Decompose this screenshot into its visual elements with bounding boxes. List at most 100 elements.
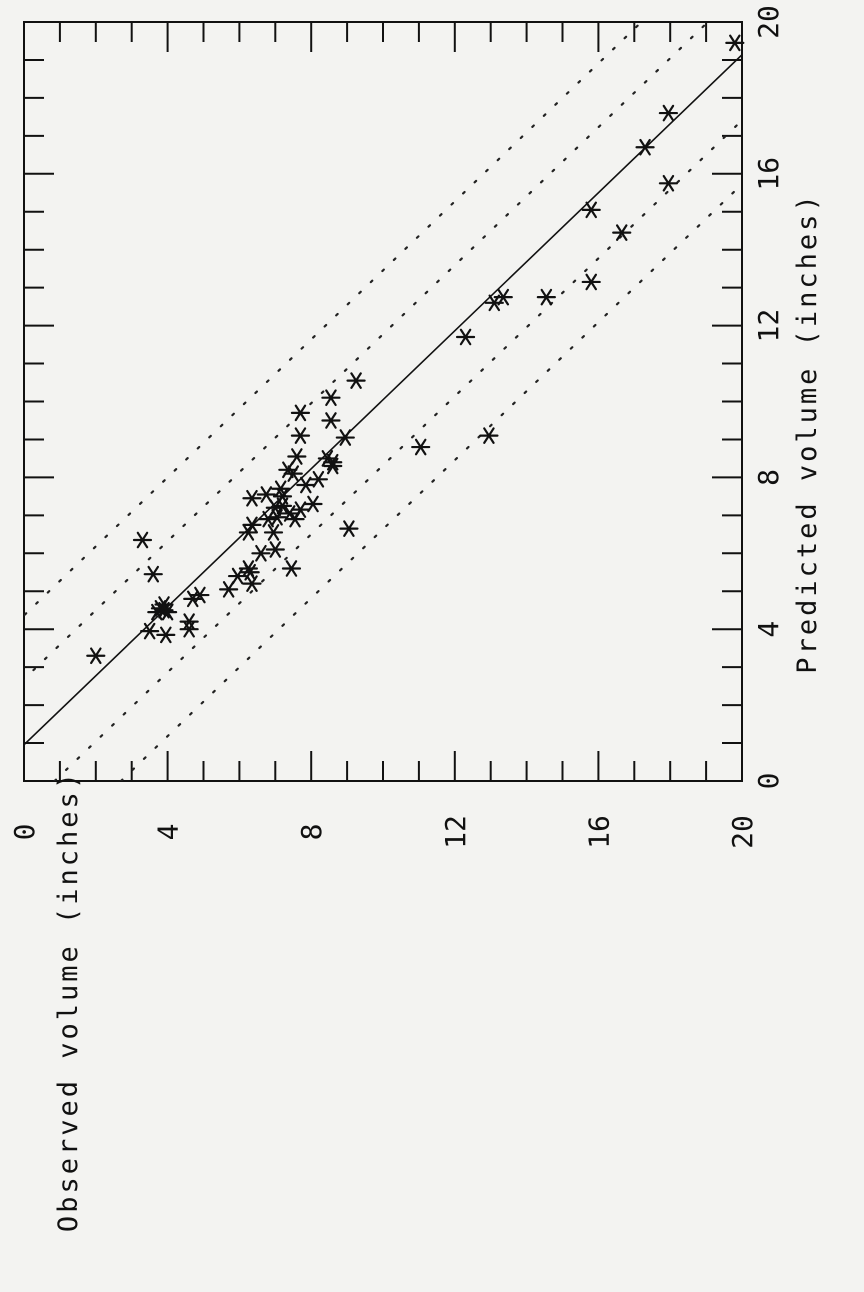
data-point (251, 544, 271, 562)
data-point (228, 567, 248, 585)
data-point (132, 531, 153, 549)
data-point-stroke (90, 647, 102, 665)
band-line (53, 118, 742, 781)
data-point (265, 541, 285, 558)
data-point-stroke (294, 404, 307, 422)
data-point-stroke (326, 457, 339, 475)
data-point (479, 427, 499, 444)
data-point-stroke (294, 427, 307, 444)
data-point (725, 34, 745, 52)
data-point (346, 372, 366, 389)
data-point-stroke (260, 486, 273, 503)
data-point-stroke (136, 531, 149, 549)
data-point (303, 495, 323, 513)
data-point-stroke (312, 470, 325, 488)
x-tick-label: 8 (752, 469, 785, 486)
data-point (86, 647, 106, 665)
data-point (484, 294, 504, 312)
data-point-stroke (350, 372, 362, 389)
data-point (256, 486, 276, 503)
data-point-stroke (488, 294, 501, 312)
fit-line (24, 53, 742, 746)
data-point (612, 224, 632, 241)
data-point-stroke (585, 273, 597, 291)
band-line (119, 182, 742, 781)
y-tick-label: 16 (582, 815, 615, 849)
data-point-stroke (147, 565, 160, 583)
data-point-stroke (151, 603, 163, 621)
data-point-stroke (343, 520, 355, 537)
data-point (285, 510, 305, 528)
tick-labels: 0 4 8 12 16 20 0 4 8 12 16 20 (8, 5, 785, 849)
data-point (658, 174, 679, 192)
plot-frame (23, 21, 743, 782)
data-point-stroke (161, 603, 174, 621)
data-point (581, 273, 601, 291)
data-point-stroke (267, 524, 280, 541)
data-point (219, 581, 239, 598)
data-point-stroke (183, 620, 195, 638)
y-tick-label: 20 (726, 815, 759, 849)
data-point-stroke (307, 495, 319, 513)
data-point-stroke (729, 34, 741, 52)
data-point-stroke (639, 138, 651, 156)
data-point-stroke (262, 510, 274, 528)
data-point-stroke (285, 560, 298, 577)
data-point (581, 201, 601, 219)
data-point-stroke (483, 427, 495, 444)
y-axis-label: Observed volume (inches) (53, 770, 84, 1232)
data-point-stroke (222, 581, 235, 598)
data-point (143, 565, 163, 583)
prediction-bands (24, 22, 742, 781)
data-point (287, 448, 307, 465)
data-point-stroke (300, 476, 312, 494)
data-point (339, 520, 359, 537)
data-point (179, 613, 199, 630)
data-point (179, 620, 199, 638)
x-tick-label: 4 (752, 621, 785, 638)
data-point (296, 476, 316, 494)
data-point-stroke (585, 201, 597, 219)
data-point (242, 575, 262, 592)
data-point-stroke (291, 448, 303, 465)
data-point-stroke (274, 480, 287, 498)
data-points (86, 34, 745, 665)
data-point-stroke (414, 438, 427, 456)
data-point-stroke (246, 575, 258, 592)
data-point (321, 389, 341, 407)
data-point-stroke (255, 544, 267, 562)
data-point (258, 510, 278, 528)
y-tick-label: 12 (439, 815, 472, 849)
data-point-stroke (289, 510, 301, 528)
y-tick-label: 8 (295, 824, 328, 841)
data-point-stroke (160, 626, 172, 644)
data-point-stroke (615, 224, 628, 241)
data-point (658, 104, 679, 122)
data-point (263, 524, 284, 541)
data-point (140, 622, 160, 640)
data-point-stroke (186, 590, 199, 608)
y-tick-label: 0 (8, 824, 41, 841)
axis-ticks (23, 21, 743, 782)
data-point (147, 603, 167, 621)
data-point (635, 138, 655, 156)
data-point (283, 465, 303, 482)
data-point (290, 427, 311, 444)
x-tick-label: 12 (752, 309, 785, 343)
data-point-stroke (339, 429, 352, 446)
data-point-stroke (276, 497, 289, 515)
data-point (323, 457, 343, 475)
data-point-stroke (662, 104, 675, 122)
data-point-stroke (287, 465, 300, 482)
data-point (411, 438, 431, 456)
x-tick-label: 16 (752, 157, 785, 191)
x-axis-label: Predicted volume (inches) (792, 192, 823, 673)
data-point-stroke (242, 524, 255, 541)
data-point (290, 404, 311, 422)
data-point (335, 429, 355, 446)
data-point-stroke (246, 489, 258, 507)
data-point-stroke (325, 412, 337, 429)
data-point-stroke (325, 389, 337, 407)
data-point (156, 626, 176, 644)
data-point-stroke (269, 541, 282, 558)
